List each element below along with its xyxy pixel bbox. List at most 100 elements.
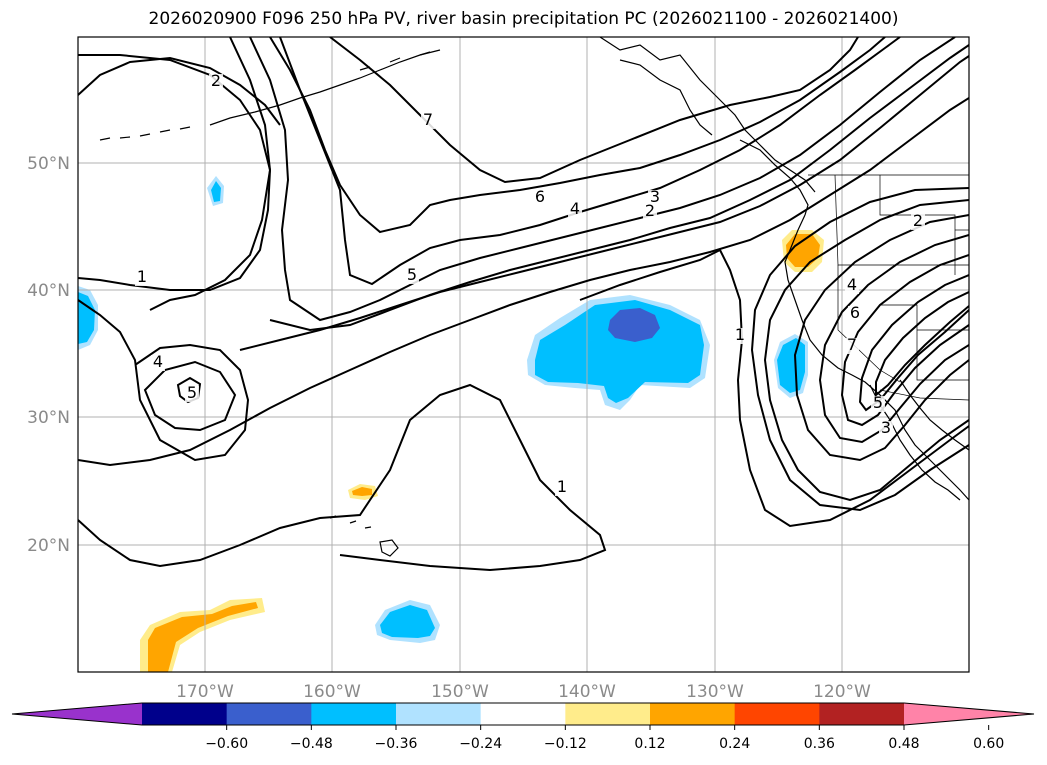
colorbar-tick-label: −0.24: [459, 736, 502, 752]
lon-tick-170w: 170°W: [176, 682, 234, 702]
state-line-4: [880, 304, 969, 381]
precip-positive-fill-southwest-core: [148, 602, 258, 672]
contour-label-bg: [848, 306, 862, 322]
contour-label-bg: [555, 480, 569, 496]
contour-label: 2: [645, 201, 655, 220]
contour-label-bg: [151, 355, 165, 371]
pv-contour-1-east: [579, 248, 969, 528]
pv-contour-1-main: [78, 383, 607, 572]
colorbar-segment: [311, 703, 397, 725]
colorbar-segment: [142, 703, 228, 725]
lon-tick-130w: 130°W: [686, 682, 744, 702]
contour-label-bg: [733, 328, 747, 344]
precip-negative-fill-south-core: [380, 605, 435, 638]
colorbar-tick-label: 0.12: [634, 736, 665, 752]
pv-contour-east-trough-2: [818, 234, 969, 444]
contour-label-bg: [911, 214, 925, 230]
contour-label: 7: [847, 335, 857, 354]
pv-contour-east-trough-3: [840, 254, 969, 427]
colorbar-extend-low: [12, 703, 142, 725]
contour-label: 2: [211, 71, 221, 90]
alaska-coast: [599, 37, 816, 193]
map-title: 2026020900 F096 250 hPa PV, river basin …: [148, 9, 899, 29]
contour-label-bg: [871, 396, 885, 412]
alaska-coast-inner: [619, 59, 713, 136]
pv-contour-east-trough-5: [875, 291, 969, 398]
colorbar-tick-label: −0.36: [375, 736, 418, 752]
colorbar-segment: [565, 703, 651, 725]
contour-label: 1: [735, 325, 745, 344]
lon-tick-150w: 150°W: [431, 682, 489, 702]
contour-label: 6: [535, 187, 545, 206]
contour-label: 3: [881, 418, 891, 437]
contour-label-bg: [568, 202, 582, 218]
contour-label: 7: [423, 110, 433, 129]
colorbar: −0.60 −0.48 −0.36 −0.24 −0.12 0.12 0.24 0.36 0.4…: [11, 702, 1035, 752]
precip-positive-fill-hawaii-core: [352, 487, 372, 496]
contour-label-bg: [421, 113, 435, 129]
contour-label-bg: [209, 74, 223, 90]
contour-label: 4: [570, 199, 580, 218]
colorbar-tick-label: −0.60: [205, 736, 248, 752]
contour-label: 1: [557, 477, 567, 496]
colorbar-segment: [480, 703, 566, 725]
colorbar-segment: [734, 703, 820, 725]
precip-negative-fill-coast-core: [777, 338, 805, 393]
lat-tick-30n: 30°N: [27, 408, 70, 428]
map-frame: [77, 36, 970, 673]
contour-label: 5: [407, 265, 417, 284]
precip-negative-fill-central-core: [535, 300, 704, 403]
bc-coast: [739, 139, 809, 216]
pv-contour-6-upper: [269, 37, 886, 234]
contour-label: 4: [153, 352, 163, 371]
colorbar-tick-label: −0.12: [544, 736, 587, 752]
aleutian-islands-west: [99, 126, 191, 141]
aleutian-chain: [209, 49, 441, 126]
colorbar-tick-label: −0.48: [290, 736, 333, 752]
colorbar-tick-label: 0.60: [973, 736, 1004, 752]
contour-label-bg: [648, 190, 662, 206]
colorbar-segment: [819, 703, 905, 725]
precip-negative-fill-central-max: [608, 308, 660, 342]
longitude-tick-labels: 170°W 160°W 150°W 140°W 130°W 120°W: [176, 682, 871, 702]
colorbar-extend-high: [904, 703, 1034, 725]
contour-label-bg: [845, 278, 859, 294]
lat-tick-20n: 20°N: [27, 536, 70, 556]
pv-contour-5: [249, 37, 956, 322]
contour-label-bg: [185, 386, 199, 402]
pv-contour-east-outer: [763, 199, 969, 502]
colorbar-segment: [226, 703, 312, 725]
colorbar-outline: [11, 702, 1035, 726]
map-area: [78, 37, 969, 672]
pv-contour-east-outer-2: [750, 187, 969, 512]
contour-label-bg: [845, 338, 859, 354]
lat-tick-50n: 50°N: [27, 154, 70, 174]
contour-label: 5: [873, 393, 883, 412]
colorbar-segment: [650, 703, 736, 725]
contour-label: 2: [913, 211, 923, 230]
colorbar-tick-label: 0.36: [804, 736, 835, 752]
colorbar-segment: [396, 703, 482, 725]
pv-contour-7-north: [329, 37, 859, 184]
pv-contour-4: [149, 37, 272, 311]
pv-contour-east-trough-4: [858, 274, 969, 412]
contour-label: 4: [847, 275, 857, 294]
pv-contour-west-low: [78, 299, 250, 462]
precip-negative-fill-small-north-core: [211, 181, 221, 202]
contour-label-bg: [643, 204, 657, 220]
contour-label: 5: [187, 383, 197, 402]
precip-positive-fill-northcoast-core: [786, 234, 820, 267]
lon-tick-160w: 160°W: [303, 682, 361, 702]
pv-contour-6-loop: [279, 37, 901, 286]
contour-label-bg: [879, 421, 893, 437]
colorbar-tick-label: 0.48: [888, 736, 919, 752]
colorbar-tick-label: 0.24: [719, 736, 750, 752]
contour-label: 1: [137, 267, 147, 286]
latitude-tick-labels: 50°N 40°N 30°N 20°N: [27, 154, 70, 556]
pv-contour-1-west: [78, 54, 272, 291]
pv-contour-east-trough-1: [793, 214, 969, 462]
pv-contour-west-low-inner: [143, 360, 237, 432]
contour-label-bg: [135, 270, 149, 286]
